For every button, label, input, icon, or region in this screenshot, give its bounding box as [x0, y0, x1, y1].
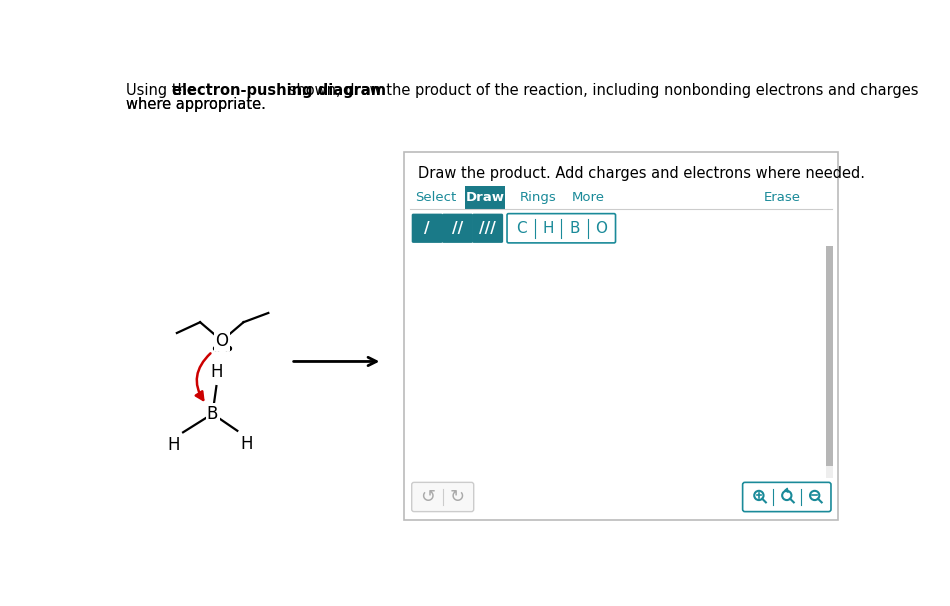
Text: //: //	[452, 221, 463, 236]
Text: Select: Select	[415, 191, 456, 204]
Text: More: More	[572, 191, 604, 204]
FancyBboxPatch shape	[472, 214, 504, 243]
Text: H: H	[210, 364, 222, 382]
Text: /: /	[425, 221, 430, 236]
FancyBboxPatch shape	[442, 214, 473, 243]
Bar	[404, 152, 838, 520]
Text: Draw the product. Add charges and electrons where needed.: Draw the product. Add charges and electr…	[418, 166, 864, 181]
FancyArrowPatch shape	[196, 353, 211, 400]
Text: Using the: Using the	[126, 84, 201, 99]
Text: electron-pushing diagram: electron-pushing diagram	[172, 84, 387, 99]
Text: ///: ///	[479, 221, 496, 236]
FancyArrowPatch shape	[785, 488, 788, 492]
FancyBboxPatch shape	[411, 482, 474, 511]
Text: H: H	[167, 436, 180, 454]
Text: Rings: Rings	[520, 191, 556, 204]
Text: where appropriate.: where appropriate.	[126, 98, 266, 112]
Text: H: H	[240, 435, 253, 453]
Bar	[466, 186, 504, 209]
Text: O: O	[595, 221, 607, 236]
Bar	[826, 246, 833, 478]
FancyBboxPatch shape	[411, 214, 443, 243]
FancyBboxPatch shape	[507, 214, 616, 243]
Text: where appropriate.: where appropriate.	[126, 98, 266, 112]
Text: O: O	[216, 331, 228, 350]
Text: ↺: ↺	[421, 488, 435, 506]
Text: Erase: Erase	[763, 191, 800, 204]
FancyBboxPatch shape	[743, 482, 831, 511]
Text: shown, draw the product of the reaction, including nonbonding electrons and char: shown, draw the product of the reaction,…	[284, 84, 919, 99]
Text: H: H	[542, 221, 554, 236]
Text: B: B	[569, 221, 580, 236]
Text: C: C	[517, 221, 527, 236]
Bar	[826, 246, 833, 466]
Text: B: B	[207, 405, 218, 423]
Text: ↻: ↻	[450, 488, 465, 506]
Text: Draw: Draw	[466, 191, 504, 204]
